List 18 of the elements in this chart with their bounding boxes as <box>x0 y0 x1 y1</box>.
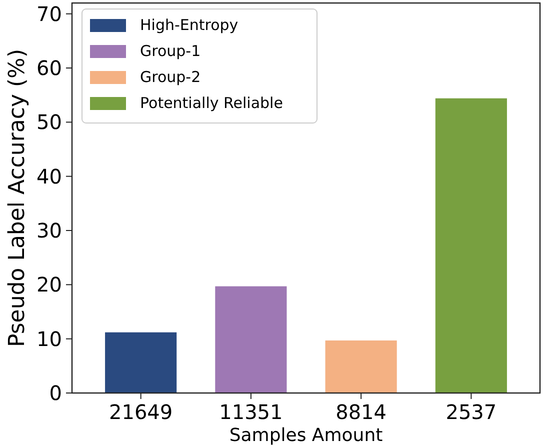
legend-label: Group-1 <box>140 42 201 60</box>
x-tick-label: 11351 <box>219 400 283 424</box>
legend-label: Group-2 <box>140 68 201 86</box>
y-tick-label: 20 <box>36 272 62 297</box>
y-tick-label: 0 <box>49 381 62 405</box>
x-tick-label: 8814 <box>336 400 387 424</box>
x-tick-label: 21649 <box>109 400 173 424</box>
y-tick-label: 50 <box>36 110 62 134</box>
x-axis-title: Samples Amount <box>229 425 383 446</box>
y-tick-label: 30 <box>36 218 62 242</box>
y-tick-label: 40 <box>36 164 62 188</box>
y-tick-label: 10 <box>36 326 62 351</box>
legend-label: High-Entropy <box>140 16 238 34</box>
x-tick-label: 2537 <box>446 400 497 424</box>
y-tick-label: 60 <box>36 56 62 80</box>
y-axis-title: Pseudo Label Accuracy (%) <box>5 48 30 348</box>
y-tick-label: 70 <box>36 2 62 26</box>
legend-label: Potentially Reliable <box>140 94 283 112</box>
